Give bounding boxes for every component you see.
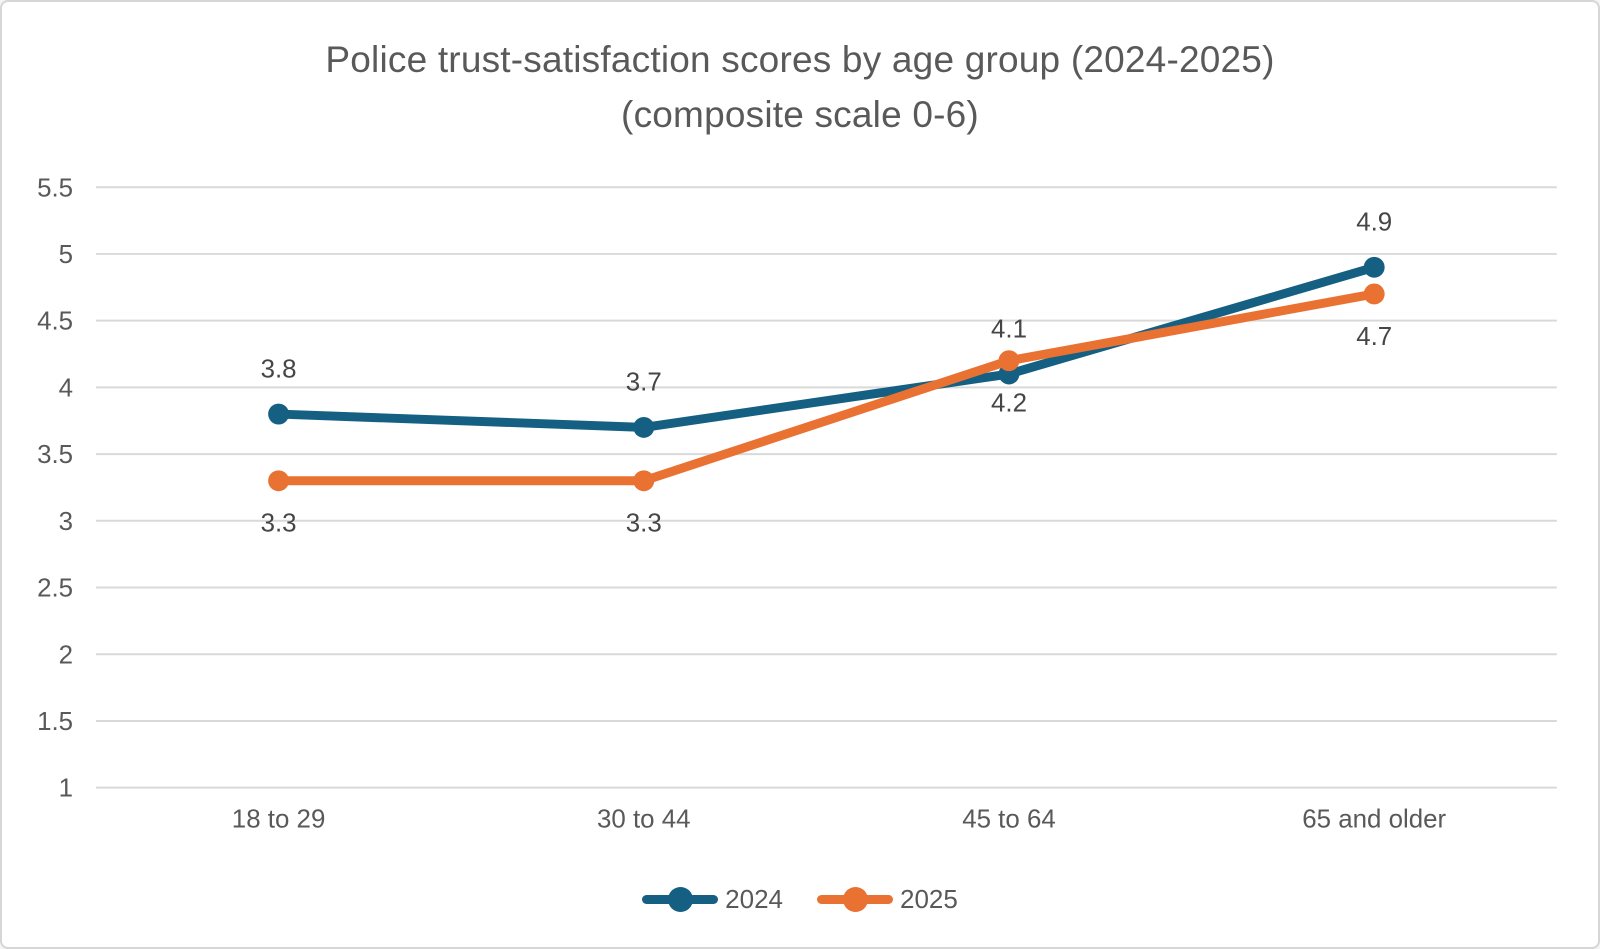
y-tick-label: 1 — [59, 775, 73, 803]
x-category-label: 45 to 64 — [962, 806, 1056, 834]
data-point-2024 — [268, 403, 290, 425]
x-category-label: 30 to 44 — [597, 806, 691, 834]
chart-title-line1: Police trust-satisfaction scores by age … — [325, 39, 1275, 80]
data-label-2025: 4.7 — [1356, 323, 1392, 351]
x-category-label: 18 to 29 — [232, 806, 326, 834]
chart-title-line2: (composite scale 0-6) — [621, 94, 979, 135]
series-line-2025 — [274, 289, 1379, 486]
data-label-2024: 3.8 — [261, 355, 297, 383]
data-label-2025: 3.3 — [261, 510, 297, 538]
data-point-2025 — [998, 350, 1020, 372]
y-tick-label: 3 — [59, 508, 73, 536]
y-tick-label: 2 — [59, 641, 73, 669]
legend-item-2024: 2024 — [642, 884, 783, 915]
legend-marker-2025-icon — [817, 886, 893, 912]
y-tick-label: 4 — [59, 374, 73, 402]
data-label-2024: 4.1 — [991, 315, 1027, 343]
legend-dot-swatch — [842, 886, 868, 912]
y-tick-label: 3.5 — [37, 441, 73, 469]
data-point-2024 — [633, 416, 655, 438]
y-tick-label: 1.5 — [37, 708, 73, 736]
y-tick-label: 4.5 — [37, 308, 73, 336]
y-tick-label: 5.5 — [37, 174, 73, 202]
data-label-2025: 4.2 — [991, 390, 1027, 418]
legend-marker-2024-icon — [642, 886, 719, 912]
legend-label-2024: 2024 — [725, 883, 783, 914]
data-point-2024 — [1363, 256, 1385, 278]
data-label-2025: 3.3 — [626, 510, 662, 538]
chart-title: Police trust-satisfaction scores by age … — [2, 32, 1598, 142]
data-point-2025 — [268, 470, 290, 492]
series-line-2024 — [274, 262, 1379, 432]
legend-dot-swatch — [667, 886, 693, 912]
legend-label-2025: 2025 — [900, 883, 958, 914]
x-category-label: 65 and older — [1302, 806, 1446, 834]
data-point-2025 — [1363, 283, 1385, 305]
data-label-2024: 4.9 — [1356, 209, 1392, 237]
data-label-2024: 3.7 — [626, 369, 662, 397]
legend-item-2025: 2025 — [817, 884, 958, 915]
y-tick-label: 5 — [59, 241, 73, 269]
data-point-2025 — [633, 470, 655, 492]
legend: 2024 2025 — [2, 882, 1598, 916]
y-tick-label: 2.5 — [37, 575, 73, 603]
